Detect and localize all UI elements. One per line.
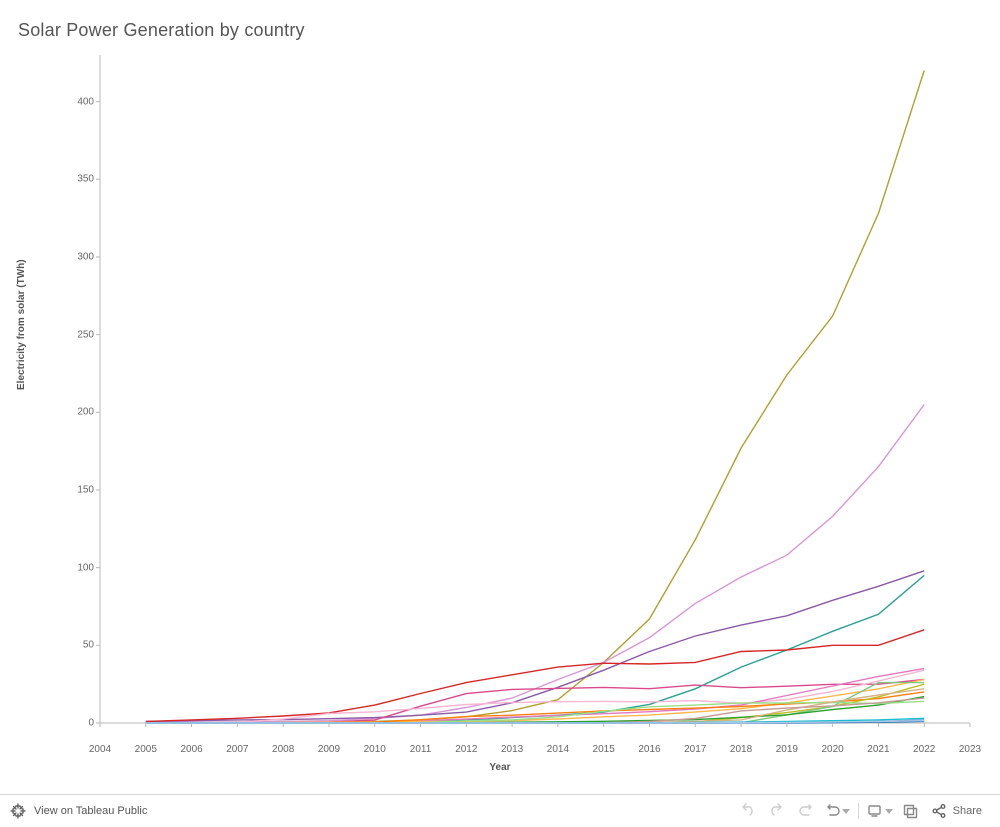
y-tick-label: 300 <box>34 251 94 262</box>
x-tick-label: 2008 <box>272 744 294 755</box>
series-line[interactable] <box>146 670 924 723</box>
x-tick-label: 2006 <box>180 744 202 755</box>
refresh-button[interactable] <box>822 795 852 827</box>
y-tick-label: 400 <box>34 96 94 107</box>
undo-button[interactable] <box>732 795 762 827</box>
y-tick-label: 50 <box>34 640 94 651</box>
series-line[interactable] <box>146 405 924 723</box>
x-tick-label: 2007 <box>226 744 248 755</box>
share-button[interactable]: Share <box>925 803 988 819</box>
x-tick-label: 2019 <box>776 744 798 755</box>
refresh-icon <box>824 803 840 819</box>
fullscreen-icon <box>902 803 918 819</box>
replay-icon <box>799 803 815 819</box>
chart-title: Solar Power Generation by country <box>18 20 305 41</box>
redo-button[interactable] <box>762 795 792 827</box>
series-line[interactable] <box>146 71 924 724</box>
share-label: Share <box>953 805 982 817</box>
redo-icon <box>769 803 785 819</box>
device-preview-button[interactable] <box>865 795 895 827</box>
x-tick-label: 2009 <box>318 744 340 755</box>
x-tick-label: 2016 <box>638 744 660 755</box>
x-tick-label: 2010 <box>364 744 386 755</box>
x-tick-label: 2017 <box>684 744 706 755</box>
y-tick-label: 0 <box>34 718 94 729</box>
x-tick-label: 2021 <box>867 744 889 755</box>
y-tick-label: 200 <box>34 407 94 418</box>
view-on-tableau-label: View on Tableau Public <box>34 805 147 817</box>
series-line[interactable] <box>146 571 924 722</box>
x-tick-label: 2018 <box>730 744 752 755</box>
x-tick-label: 2015 <box>593 744 615 755</box>
y-axis-label: Electricity from solar (TWh) <box>16 259 27 390</box>
toolbar-right-group: Share <box>732 795 1000 827</box>
x-tick-label: 2005 <box>135 744 157 755</box>
undo-icon <box>739 803 755 819</box>
tableau-logo-icon <box>10 803 26 819</box>
toolbar-separator <box>858 803 859 819</box>
tableau-toolbar: View on Tableau Public Share <box>0 794 1000 827</box>
x-tick-label: 2023 <box>959 744 981 755</box>
line-chart-svg <box>100 55 970 723</box>
x-tick-label: 2022 <box>913 744 935 755</box>
x-tick-label: 2013 <box>501 744 523 755</box>
share-icon <box>931 803 947 819</box>
refresh-caret-icon <box>842 809 850 814</box>
replay-button[interactable] <box>792 795 822 827</box>
device-icon <box>867 803 883 819</box>
y-tick-label: 150 <box>34 484 94 495</box>
x-tick-label: 2014 <box>547 744 569 755</box>
x-axis-label: Year <box>0 762 1000 773</box>
device-caret-icon <box>885 809 893 814</box>
x-tick-label: 2004 <box>89 744 111 755</box>
y-tick-label: 350 <box>34 174 94 185</box>
fullscreen-button[interactable] <box>895 795 925 827</box>
x-tick-label: 2011 <box>410 744 432 755</box>
x-tick-label: 2012 <box>455 744 477 755</box>
view-on-tableau-link[interactable]: View on Tableau Public <box>0 803 147 819</box>
y-tick-label: 250 <box>34 329 94 340</box>
chart-container: Solar Power Generation by country Electr… <box>0 0 1000 795</box>
series-line[interactable] <box>146 575 924 723</box>
x-tick-label: 2020 <box>822 744 844 755</box>
y-tick-label: 100 <box>34 562 94 573</box>
plot-area <box>100 55 970 723</box>
